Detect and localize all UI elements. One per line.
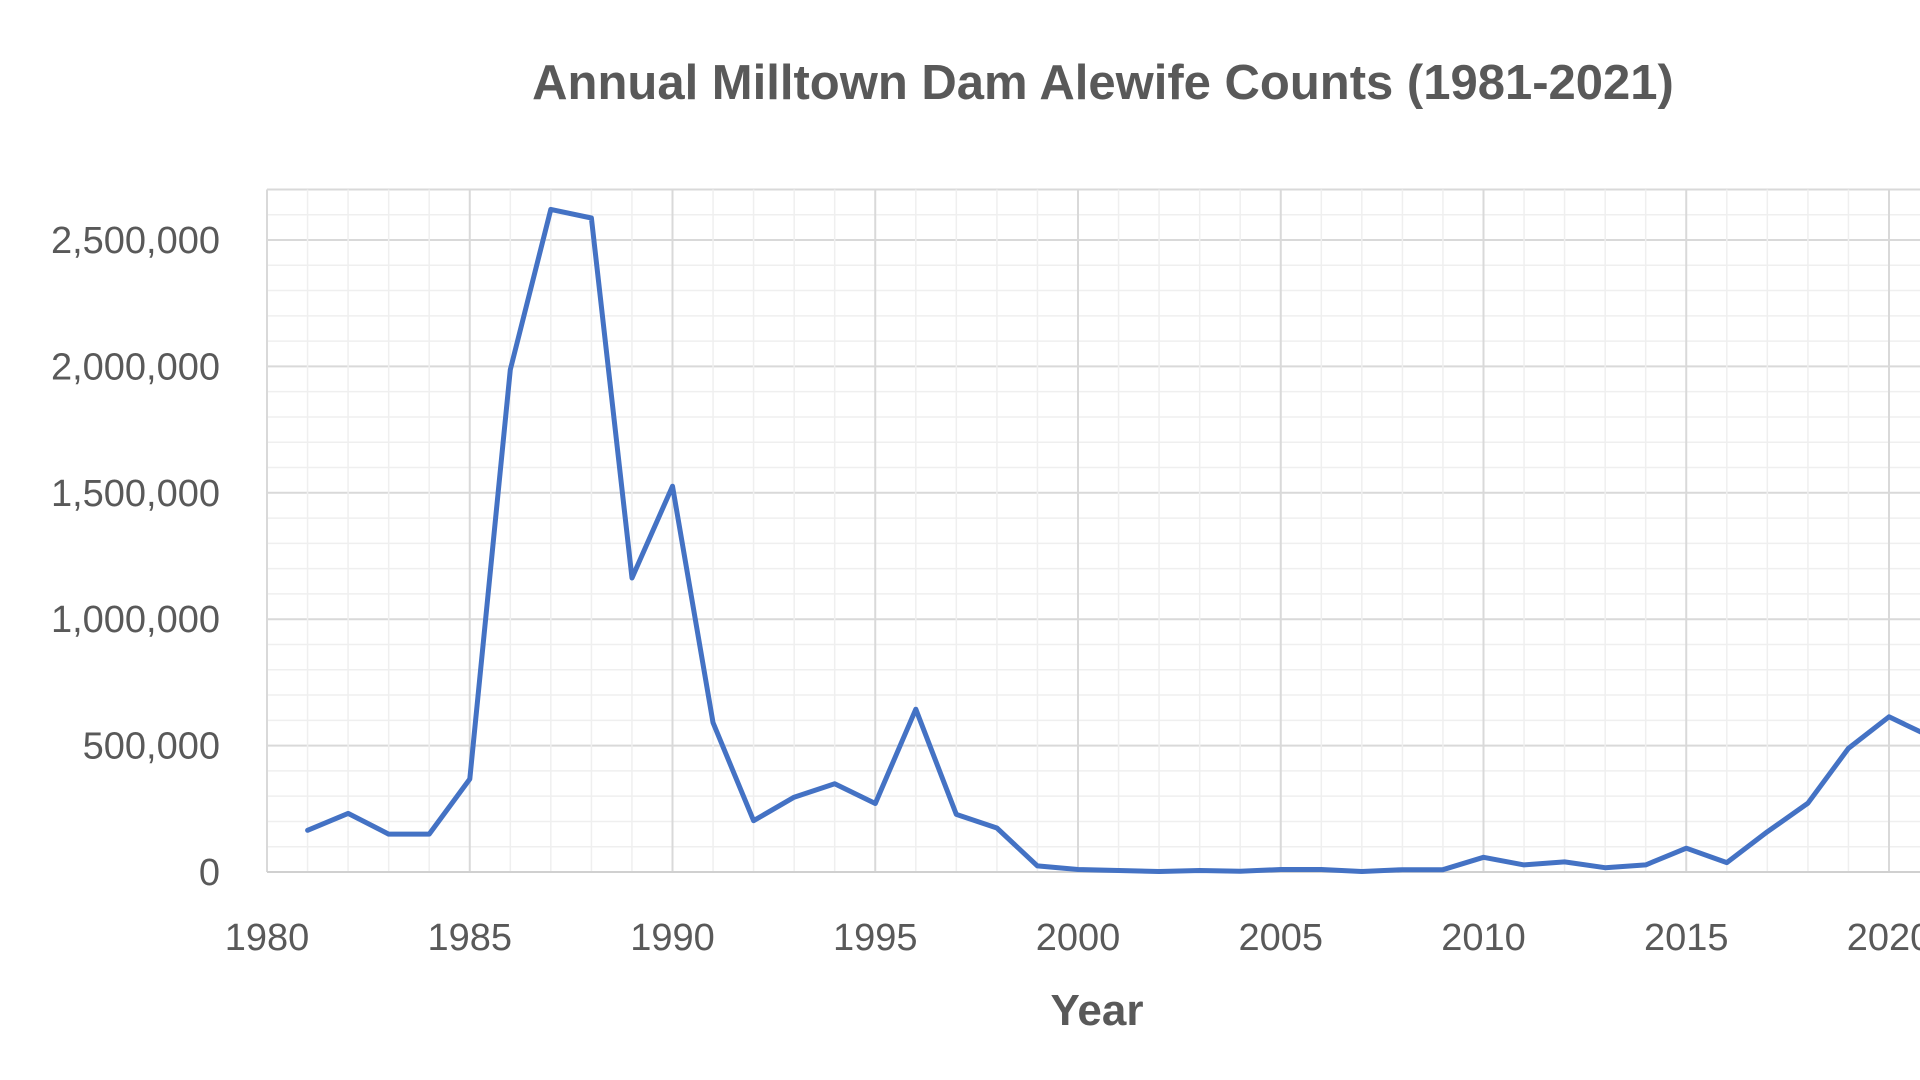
y-axis-ticks: 0 500,000 1,000,000 1,500,000 2,000,000 2,500… [51, 220, 220, 894]
gridlines [266, 188, 1920, 873]
x-tick-label: 1995 [833, 917, 918, 959]
x-tick-label: 2000 [1036, 917, 1121, 959]
y-tick-label: 2,000,000 [51, 346, 220, 388]
y-tick-label: 2,500,000 [51, 220, 220, 262]
y-tick-label: 1,500,000 [51, 473, 220, 515]
x-axis-ticks: 1980 1985 1990 1995 2000 2005 2010 2015 2020 [225, 917, 1920, 959]
x-tick-label: 1985 [427, 917, 512, 959]
x-tick-label: 2015 [1644, 917, 1729, 959]
x-tick-label: 2005 [1238, 917, 1323, 959]
series-line [305, 206, 1920, 874]
x-tick-label: 1990 [630, 917, 715, 959]
y-tick-label: 500,000 [83, 726, 220, 768]
x-tick-label: 2010 [1441, 917, 1526, 959]
x-axis-title: Year [1051, 986, 1144, 1035]
x-tick-label: 2020 [1847, 917, 1920, 959]
y-tick-label: 0 [199, 852, 220, 894]
series-layer [305, 206, 1920, 874]
x-tick-label: 1980 [225, 917, 310, 959]
chart-title: Annual Milltown Dam Alewife Counts (1981… [532, 56, 1674, 110]
y-tick-label: 1,000,000 [51, 599, 220, 641]
